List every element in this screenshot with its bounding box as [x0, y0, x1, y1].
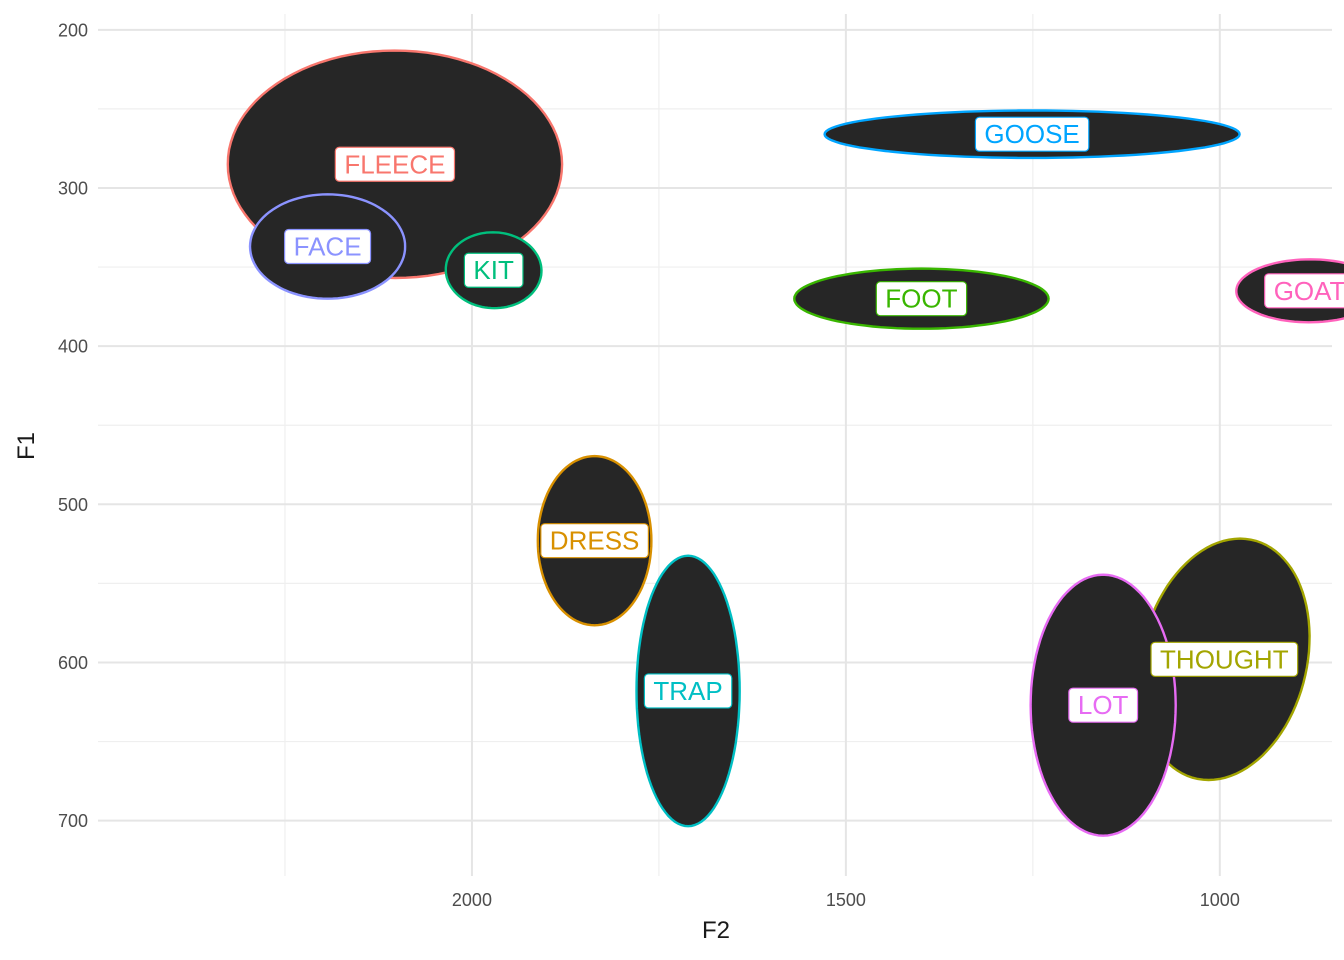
- y-tick-label: 300: [58, 178, 88, 198]
- label-text: THOUGHT: [1160, 644, 1289, 674]
- label-text: GOOSE: [984, 119, 1079, 149]
- label-text: FOOT: [885, 284, 957, 314]
- x-tick-label: 1500: [826, 890, 866, 910]
- label-text: DRESS: [550, 526, 640, 556]
- label-goat: GOAT: [1264, 273, 1344, 309]
- label-box: [284, 228, 372, 265]
- label-thought: THOUGHT: [1150, 641, 1299, 677]
- label-lot: LOT: [1068, 687, 1139, 723]
- vowel-labels: FLEECE GOOSE FACE KIT FOOT GOAT DRESS TRAP THOUG…: [284, 116, 1344, 723]
- label-box: [1264, 273, 1344, 309]
- label-box: [1068, 687, 1139, 723]
- y-axis-title: F1: [13, 432, 40, 460]
- label-text: FLEECE: [344, 149, 445, 179]
- label-box: [540, 523, 649, 559]
- label-box: [334, 146, 456, 182]
- label-kit: KIT: [463, 252, 524, 288]
- label-goose: GOOSE: [974, 116, 1090, 152]
- label-text: LOT: [1078, 690, 1129, 720]
- y-axis-ticks: 200 300 400 500 600 700: [58, 20, 88, 831]
- label-box: [1150, 641, 1299, 677]
- label-text: KIT: [473, 255, 514, 285]
- y-tick-label: 700: [58, 811, 88, 831]
- label-box: [463, 252, 524, 288]
- x-axis-ticks: 2000 1500 1000: [452, 890, 1240, 910]
- label-text: GOAT: [1274, 276, 1344, 306]
- label-text: TRAP: [653, 676, 722, 706]
- label-fleece: FLEECE: [334, 146, 456, 182]
- grid-lines: [98, 14, 1332, 876]
- y-tick-label: 500: [58, 495, 88, 515]
- x-tick-label: 2000: [452, 890, 492, 910]
- y-tick-label: 200: [58, 20, 88, 40]
- label-dress: DRESS: [540, 523, 649, 559]
- label-foot: FOOT: [875, 281, 968, 317]
- label-text: FACE: [294, 232, 362, 262]
- x-tick-label: 1000: [1200, 890, 1240, 910]
- label-box: [974, 116, 1090, 152]
- label-trap: TRAP: [643, 673, 733, 709]
- y-tick-label: 600: [58, 653, 88, 673]
- label-box: [643, 673, 733, 709]
- y-tick-label: 400: [58, 337, 88, 357]
- label-box: [875, 281, 968, 317]
- x-axis-title: F2: [702, 917, 730, 944]
- label-face: FACE: [284, 228, 372, 265]
